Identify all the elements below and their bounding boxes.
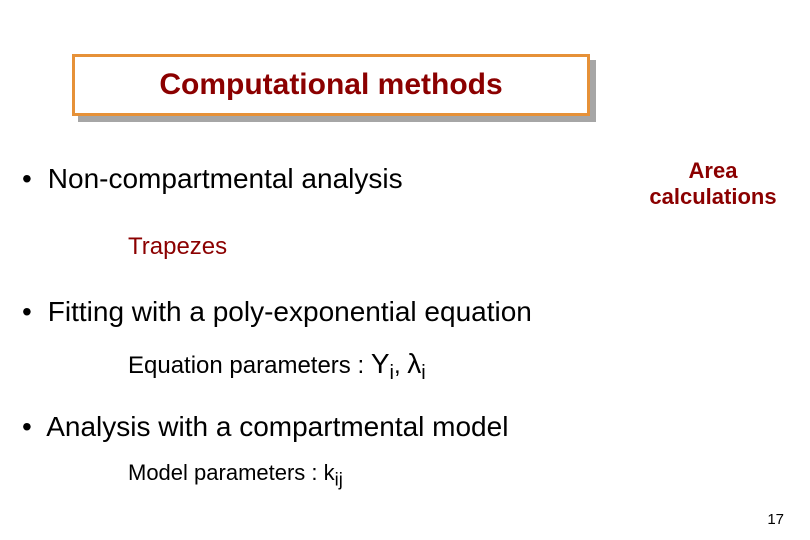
bullet-dot: •: [22, 296, 40, 328]
title-text: Computational methods: [159, 68, 502, 102]
bullet-2-text: Fitting with a poly-exponential equation: [48, 296, 532, 327]
bullet-2: • Fitting with a poly-exponential equati…: [22, 296, 532, 328]
bullet-2-sub-prefix: Equation parameters :: [128, 352, 371, 379]
side-note: Area calculations: [628, 158, 798, 211]
bullet-1-text: Non-compartmental analysis: [48, 163, 403, 194]
bullet-3: • Analysis with a compartmental model: [22, 411, 508, 443]
bullet-1-sub: Trapezes: [128, 233, 227, 261]
page-number: 17: [767, 511, 784, 528]
bullet-1: • Non-compartmental analysis: [22, 163, 403, 195]
side-note-line1: Area: [689, 158, 738, 183]
bullet-2-var2: λ: [407, 348, 421, 379]
slide: { "colors": { "title_text": "#8b0000", "…: [0, 0, 810, 540]
bullet-dot: •: [22, 163, 40, 195]
bullet-3-text: Analysis with a compartmental model: [46, 411, 508, 442]
side-note-line2: calculations: [649, 184, 776, 209]
bullet-3-sub-prefix: Model parameters : k: [128, 460, 335, 485]
title-box: Computational methods: [72, 54, 590, 116]
bullet-2-subscript2: i: [421, 362, 425, 384]
bullet-dot: •: [22, 411, 40, 443]
bullet-2-sub: Equation parameters : Yi, λi: [128, 348, 426, 385]
bullet-2-sep: ,: [394, 352, 407, 379]
bullet-1-sub-text: Trapezes: [128, 233, 227, 260]
bullet-3-sub: Model parameters : kij: [128, 460, 343, 490]
title-frame: Computational methods: [72, 54, 590, 116]
bullet-2-var1: Y: [371, 348, 390, 379]
bullet-3-subscript: ij: [335, 468, 343, 489]
